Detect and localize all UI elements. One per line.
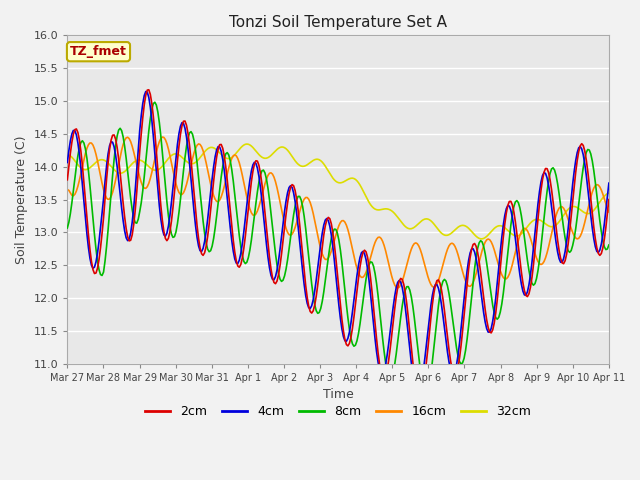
8cm	[605, 242, 612, 248]
2cm	[578, 141, 586, 146]
2cm	[605, 197, 612, 203]
16cm	[227, 160, 234, 166]
4cm	[63, 159, 71, 165]
32cm	[243, 141, 251, 147]
2cm	[244, 205, 252, 211]
Legend: 2cm, 4cm, 8cm, 16cm, 32cm: 2cm, 4cm, 8cm, 16cm, 32cm	[140, 400, 536, 423]
2cm	[227, 208, 234, 214]
Y-axis label: Soil Temperature (C): Soil Temperature (C)	[15, 135, 28, 264]
2cm	[130, 222, 138, 228]
Line: 4cm: 4cm	[67, 92, 609, 393]
4cm	[605, 180, 612, 186]
8cm	[227, 158, 234, 164]
2cm	[145, 87, 152, 93]
2cm	[253, 158, 261, 164]
2cm	[415, 393, 422, 399]
4cm	[227, 225, 234, 230]
4cm	[130, 205, 138, 211]
32cm	[225, 156, 232, 161]
Line: 32cm: 32cm	[67, 144, 609, 239]
16cm	[244, 201, 252, 206]
4cm	[413, 390, 421, 396]
Title: Tonzi Soil Temperature Set A: Tonzi Soil Temperature Set A	[229, 15, 447, 30]
8cm	[302, 226, 310, 231]
4cm	[244, 189, 252, 194]
16cm	[302, 195, 310, 201]
4cm	[578, 146, 586, 152]
4cm	[253, 165, 261, 171]
Line: 2cm: 2cm	[67, 90, 609, 396]
4cm	[142, 89, 150, 95]
Line: 8cm: 8cm	[67, 102, 609, 393]
4cm	[302, 292, 310, 298]
2cm	[63, 177, 71, 183]
X-axis label: Time: Time	[323, 388, 353, 401]
16cm	[159, 134, 166, 140]
16cm	[130, 149, 138, 155]
2cm	[302, 283, 310, 288]
32cm	[578, 208, 586, 214]
32cm	[302, 163, 310, 168]
16cm	[253, 208, 261, 214]
8cm	[422, 390, 430, 396]
32cm	[63, 152, 71, 158]
8cm	[578, 176, 586, 181]
32cm	[130, 159, 138, 165]
8cm	[63, 225, 71, 231]
Text: TZ_fmet: TZ_fmet	[70, 45, 127, 58]
Line: 16cm: 16cm	[67, 137, 609, 288]
8cm	[244, 255, 252, 261]
8cm	[253, 189, 261, 195]
8cm	[151, 99, 159, 105]
32cm	[244, 142, 252, 147]
16cm	[63, 187, 71, 192]
16cm	[394, 285, 401, 291]
32cm	[605, 190, 612, 196]
32cm	[478, 236, 486, 242]
16cm	[578, 230, 586, 236]
16cm	[605, 209, 612, 215]
32cm	[253, 150, 261, 156]
8cm	[130, 215, 138, 221]
